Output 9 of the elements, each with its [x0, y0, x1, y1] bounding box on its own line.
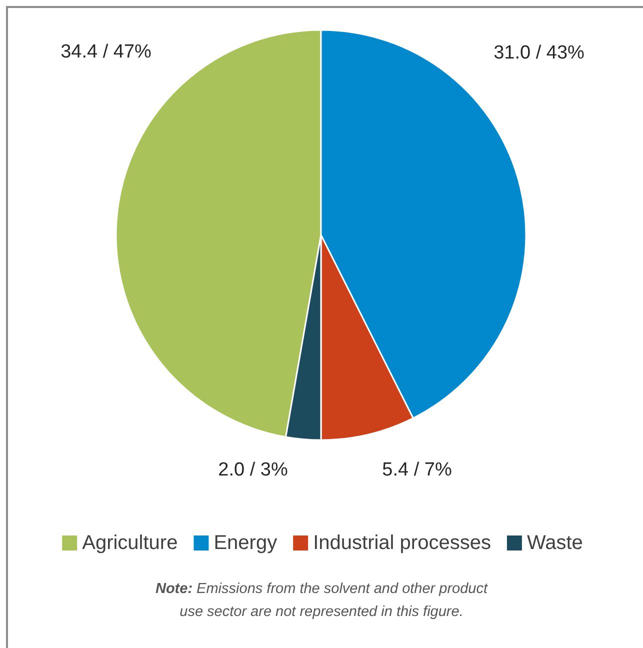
legend-label: Energy: [214, 532, 278, 554]
data-label: 5.4 / 7%: [382, 460, 452, 480]
text: Note: Emissions from the solvent and other product use sector are not represented in this figure.: [154, 580, 489, 622]
legend-label: Industrial processes: [313, 532, 491, 554]
data-label: 34.4 / 47%: [60, 42, 152, 62]
data-label: 31.0 / 43%: [494, 42, 585, 64]
legend-label: Agriculture: [82, 532, 178, 554]
legend-label: Waste: [526, 532, 583, 554]
data-label: 2.0 / 3%: [218, 460, 288, 480]
